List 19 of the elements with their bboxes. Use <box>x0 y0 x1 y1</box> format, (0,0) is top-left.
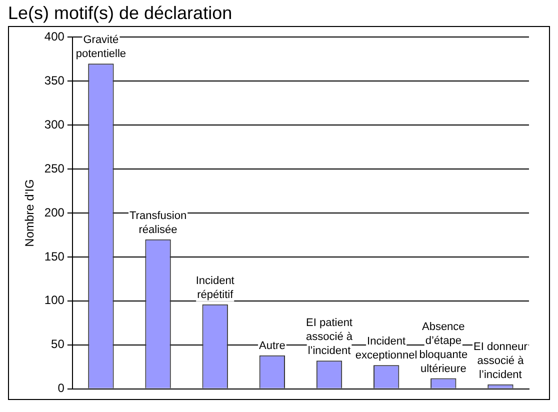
x-tick-label: Incident répétitif <box>196 274 234 301</box>
x-tick-label: Autre <box>259 340 286 352</box>
x-tick-label: EI patient associé à l’incident <box>306 317 354 358</box>
y-tick-label: 250 <box>44 161 65 176</box>
chart-title: Le(s) motif(s) de déclaration <box>8 2 234 24</box>
x-tick-label: Absence d’étape bloquante ultérieure <box>419 320 468 375</box>
y-tick-label: 50 <box>51 337 65 352</box>
y-tick-label: 200 <box>44 205 65 220</box>
y-tick-label: 0 <box>58 381 65 396</box>
y-tick-label: 100 <box>44 293 65 308</box>
y-tick-label: 300 <box>44 117 65 132</box>
y-tick-label: 150 <box>44 249 65 264</box>
x-tick-label: EI donneur associé à l’incident <box>474 340 528 381</box>
x-tick-label: Gravité potentielle <box>76 34 126 60</box>
y-tick-label: 400 <box>44 30 65 44</box>
y-axis-title: Nombre d'IG <box>22 179 37 247</box>
x-tick-label: Transfusion réalisée <box>130 210 187 236</box>
x-tick-label: Incident exceptionnel <box>355 336 418 362</box>
y-tick-label: 350 <box>44 73 65 88</box>
